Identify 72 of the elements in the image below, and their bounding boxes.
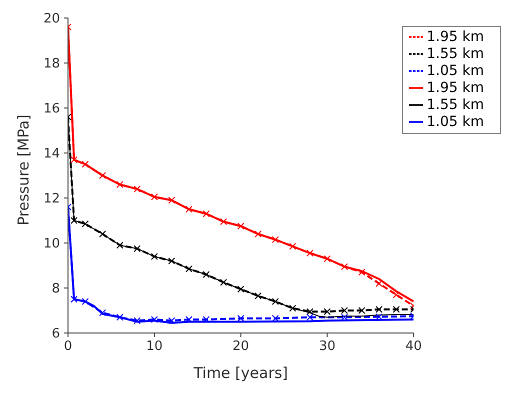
point <box>289 304 296 312</box>
y-tick-label: 16 <box>43 102 60 117</box>
point <box>237 286 244 293</box>
point <box>376 306 383 313</box>
point <box>237 222 244 230</box>
y-tick-label: 10 <box>43 236 60 252</box>
point <box>70 217 78 224</box>
point <box>289 242 296 250</box>
x-tick-label: 10 <box>146 339 163 354</box>
point <box>99 309 106 316</box>
point <box>220 278 228 286</box>
y-tick-label: 6 <box>52 326 60 342</box>
point <box>324 308 331 316</box>
point <box>254 230 262 238</box>
point <box>150 316 158 323</box>
point <box>116 181 124 188</box>
legend-label: 1.95 km <box>426 29 484 45</box>
point <box>202 210 210 218</box>
x-tick-label: 20 <box>232 339 250 354</box>
point <box>185 265 192 272</box>
y-tick-label: 18 <box>43 56 60 72</box>
x-tick-label: 30 <box>318 339 336 354</box>
y-tick-label: 12 <box>43 192 60 207</box>
point <box>70 156 78 164</box>
point <box>99 230 106 238</box>
point <box>70 296 78 303</box>
point <box>134 245 141 252</box>
point <box>392 306 400 313</box>
point <box>116 242 124 249</box>
point <box>116 314 124 321</box>
point <box>185 206 192 213</box>
point <box>82 298 89 305</box>
point <box>306 314 314 321</box>
x-tick-label: 40 <box>405 339 422 354</box>
point <box>306 250 314 257</box>
point <box>82 220 89 228</box>
point <box>168 317 176 324</box>
point <box>341 307 348 314</box>
legend-label: 1.05 km <box>426 63 484 79</box>
point <box>220 218 228 226</box>
x-tick-label: 0 <box>64 339 72 354</box>
point <box>376 280 383 287</box>
legend-label: 1.55 km <box>426 97 484 113</box>
point <box>134 317 141 324</box>
point <box>341 263 348 270</box>
point <box>254 292 262 300</box>
point <box>134 186 141 192</box>
y-axis-title: Pressure [MPa] <box>14 114 32 226</box>
point <box>392 291 400 298</box>
point <box>82 160 89 168</box>
legend-label: 1.55 km <box>426 46 484 62</box>
y-tick-label: 20 <box>43 12 60 27</box>
x-axis-title: Time [years] <box>192 364 288 382</box>
point <box>358 268 366 276</box>
point <box>150 253 158 260</box>
point <box>358 307 366 314</box>
point <box>272 236 279 244</box>
point <box>306 308 314 316</box>
point <box>168 196 176 204</box>
legend-label: 1.05 km <box>426 114 484 130</box>
legend-label: 1.95 km <box>426 80 484 96</box>
point <box>202 271 210 278</box>
point <box>185 316 192 323</box>
point <box>237 314 244 322</box>
point <box>272 298 279 305</box>
point <box>99 172 106 179</box>
y-tick-label: 14 <box>43 146 60 162</box>
point <box>202 316 210 323</box>
point <box>150 193 158 200</box>
y-tick-label: 8 <box>52 282 60 297</box>
point <box>168 258 176 264</box>
point <box>324 255 331 262</box>
